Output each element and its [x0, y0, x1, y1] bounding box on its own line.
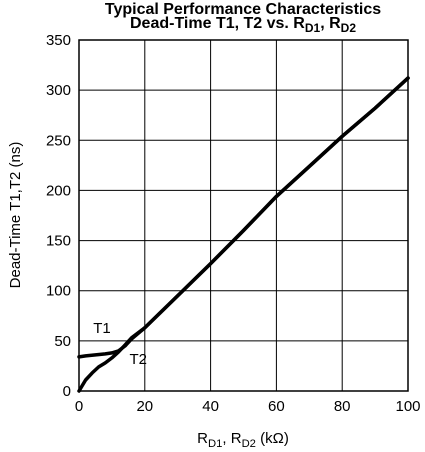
x-label-part-2: , R	[222, 430, 241, 447]
title-part-1: D1	[305, 21, 321, 35]
x-label-part-4: (kΩ)	[256, 430, 289, 447]
y-tick-label: 350	[46, 32, 71, 49]
y-tick-label: 0	[63, 383, 71, 400]
x-label-part-0: R	[197, 430, 208, 447]
y-axis-label: Dead-Time T1,T2 (ns)	[7, 142, 24, 289]
x-axis-label: RD1, RD2 (kΩ)	[197, 430, 289, 450]
chart-title: Dead-Time T1, T2 vs. RD1, RD2	[130, 15, 356, 35]
plot-frame	[78, 39, 409, 392]
title-part-0: Dead-Time T1, T2 vs. R	[130, 15, 305, 32]
series-lines	[77, 76, 410, 393]
grid-lines	[79, 40, 408, 391]
x-label-part-1: D1	[208, 438, 222, 450]
x-tick-label: 40	[202, 398, 219, 415]
y-tick-label: 100	[46, 283, 71, 300]
x-tick-label: 60	[268, 398, 285, 415]
title-part-3: D2	[341, 21, 357, 35]
annotation-t1: T1	[93, 320, 111, 337]
series-line-t1	[77, 76, 410, 359]
y-tick-label: 150	[46, 233, 71, 250]
y-tick-label: 50	[54, 333, 71, 350]
x-tick-label: 0	[75, 398, 83, 415]
y-tick-label: 200	[46, 182, 71, 199]
y-tick-label: 300	[46, 82, 71, 99]
figure-header: Typical Performance Characteristics	[105, 1, 381, 18]
x-tick-label: 20	[136, 398, 153, 415]
x-label-part-3: D2	[242, 438, 256, 450]
y-tick-label: 250	[46, 132, 71, 149]
x-tick-labels: 0 20 40 60 80 100	[75, 398, 421, 415]
title-part-2: , R	[320, 15, 341, 32]
series-line-t2	[77, 76, 410, 393]
annotation-t2: T2	[129, 351, 147, 368]
x-tick-label: 80	[334, 398, 351, 415]
series-annotations: T1 T2	[93, 320, 147, 368]
y-tick-labels: 0 50 100 150 200 250 300 350	[46, 32, 71, 400]
x-tick-label: 100	[395, 398, 420, 415]
